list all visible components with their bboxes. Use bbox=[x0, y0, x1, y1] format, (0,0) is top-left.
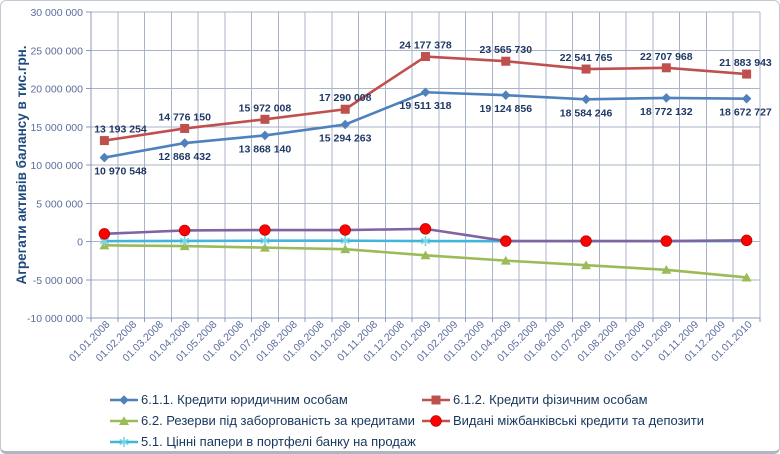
legend-column-right: 6.1.2. Кредити фізичним особам Видані між… bbox=[421, 389, 704, 431]
y-axis-tick-label: 30 000 000 bbox=[30, 7, 83, 19]
y-axis-tick-label: 10 000 000 bbox=[30, 160, 83, 172]
diamond-marker bbox=[99, 152, 110, 163]
square-marker bbox=[431, 395, 441, 404]
legend-label: 6.1.2. Кредити фізичним особам bbox=[453, 392, 648, 407]
legend-column-left: 6.1.1. Кредити юридичним особам 6.2. Резе… bbox=[109, 389, 416, 451]
diamond-marker bbox=[340, 119, 351, 130]
asterisk-marker bbox=[179, 235, 190, 246]
legend-label: 6.2. Резерви під заборгованість за креди… bbox=[141, 413, 415, 428]
asterisk-marker bbox=[340, 235, 350, 246]
diamond-marker bbox=[500, 90, 511, 100]
legend-marker-triangle-icon bbox=[110, 415, 138, 425]
asterisk-marker bbox=[119, 436, 129, 447]
square-marker bbox=[260, 114, 270, 124]
y-axis-tick-label: -5 000 000 bbox=[33, 275, 83, 287]
diamond-marker bbox=[119, 394, 129, 405]
diamond-marker bbox=[179, 138, 190, 148]
data-label-loans-individuals: 14 776 150 bbox=[158, 111, 211, 123]
data-label-loans-individuals: 13 193 254 bbox=[94, 124, 147, 136]
circle-marker bbox=[580, 235, 592, 247]
legend-marker-asterisk-icon bbox=[110, 436, 138, 447]
data-label-loans-legal-entities: 12 868 432 bbox=[158, 151, 211, 163]
y-axis-tick-label: -10 000 000 bbox=[27, 313, 83, 325]
diamond-marker bbox=[581, 94, 591, 105]
triangle-marker bbox=[741, 272, 752, 282]
circle-marker bbox=[740, 234, 753, 247]
legend-item-loans-individuals: 6.1.2. Кредити фізичним особам bbox=[421, 389, 704, 410]
legend-item-interbank-loans-deposits: Видані міжбанківські кредити та депозити bbox=[421, 410, 704, 431]
y-axis-tick-label: 15 000 000 bbox=[30, 122, 83, 134]
diamond-marker bbox=[661, 93, 672, 103]
circle-marker bbox=[339, 224, 351, 236]
circle-marker bbox=[98, 228, 111, 240]
asterisk-marker bbox=[260, 235, 270, 246]
circle-marker bbox=[660, 235, 673, 247]
data-label-loans-individuals: 22 707 968 bbox=[640, 51, 693, 63]
triangle-marker bbox=[420, 250, 431, 260]
data-label-loans-individuals: 15 972 008 bbox=[239, 102, 292, 114]
legend-item-loans-legal-entities: 6.1.1. Кредити юридичним особам bbox=[109, 389, 416, 410]
circle-marker bbox=[419, 223, 432, 235]
circle-marker bbox=[178, 224, 191, 237]
data-label-loans-legal-entities: 15 294 263 bbox=[319, 132, 372, 144]
data-label-loans-individuals: 22 541 765 bbox=[560, 52, 613, 64]
data-label-loans-legal-entities: 10 970 548 bbox=[94, 166, 147, 178]
triangle-marker bbox=[340, 244, 351, 254]
y-axis-tick-label: 0 bbox=[77, 237, 83, 249]
square-marker bbox=[661, 63, 671, 73]
legend-label: Видані міжбанківські кредити та депозити bbox=[453, 413, 705, 428]
triangle-marker bbox=[500, 255, 511, 265]
asterisk-marker bbox=[420, 236, 431, 247]
square-marker bbox=[501, 56, 511, 66]
data-label-loans-individuals: 24 177 378 bbox=[399, 40, 452, 52]
legend-item-loan-loss-reserves: 6.2. Резерви під заборгованість за креди… bbox=[109, 410, 416, 431]
data-label-loans-legal-entities: 18 672 727 bbox=[719, 107, 772, 119]
y-axis-tick-label: 20 000 000 bbox=[30, 84, 83, 96]
data-label-loans-legal-entities: 18 584 246 bbox=[560, 107, 613, 119]
square-marker bbox=[99, 136, 109, 146]
data-label-loans-legal-entities: 13 868 140 bbox=[239, 143, 292, 155]
circle-marker bbox=[500, 235, 512, 247]
circle-marker bbox=[259, 224, 271, 236]
y-axis-tick-label: 5 000 000 bbox=[36, 198, 83, 210]
data-label-loans-individuals: 23 565 730 bbox=[479, 44, 532, 56]
legend-label: 6.1.1. Кредити юридичним особам bbox=[141, 392, 348, 407]
triangle-marker bbox=[581, 260, 592, 270]
square-marker bbox=[180, 123, 190, 133]
data-label-loans-legal-entities: 19 511 318 bbox=[400, 100, 452, 112]
legend-marker-circle-icon bbox=[422, 414, 450, 427]
triangle-marker bbox=[661, 265, 672, 274]
series-line-loan-loss-reserves bbox=[104, 244, 747, 279]
diamond-marker bbox=[420, 87, 431, 98]
data-label-loans-legal-entities: 18 772 132 bbox=[640, 106, 693, 118]
y-axis-tick-label: 25 000 000 bbox=[30, 45, 83, 57]
square-marker bbox=[742, 69, 752, 79]
data-label-loans-legal-entities: 19 124 856 bbox=[479, 103, 532, 115]
square-marker bbox=[421, 52, 430, 62]
square-marker bbox=[340, 104, 350, 114]
diamond-marker bbox=[741, 93, 752, 104]
data-label-loans-individuals: 21 883 943 bbox=[719, 57, 772, 69]
legend-marker-diamond-icon bbox=[110, 394, 138, 405]
circle-marker bbox=[430, 414, 442, 427]
legend-marker-square-icon bbox=[422, 395, 450, 404]
diamond-marker bbox=[260, 130, 270, 141]
data-label-loans-individuals: 17 290 008 bbox=[319, 92, 372, 104]
square-marker bbox=[581, 64, 591, 74]
triangle-marker bbox=[259, 242, 270, 252]
triangle-marker bbox=[119, 415, 129, 425]
legend-item-securities-for-sale: 5.1. Цінні папери в портфелі банку на пр… bbox=[109, 431, 416, 451]
legend-label: 5.1. Цінні папери в портфелі банку на пр… bbox=[141, 434, 416, 449]
legend: 6.1.1. Кредити юридичним особам 6.2. Резе… bbox=[1, 389, 779, 451]
